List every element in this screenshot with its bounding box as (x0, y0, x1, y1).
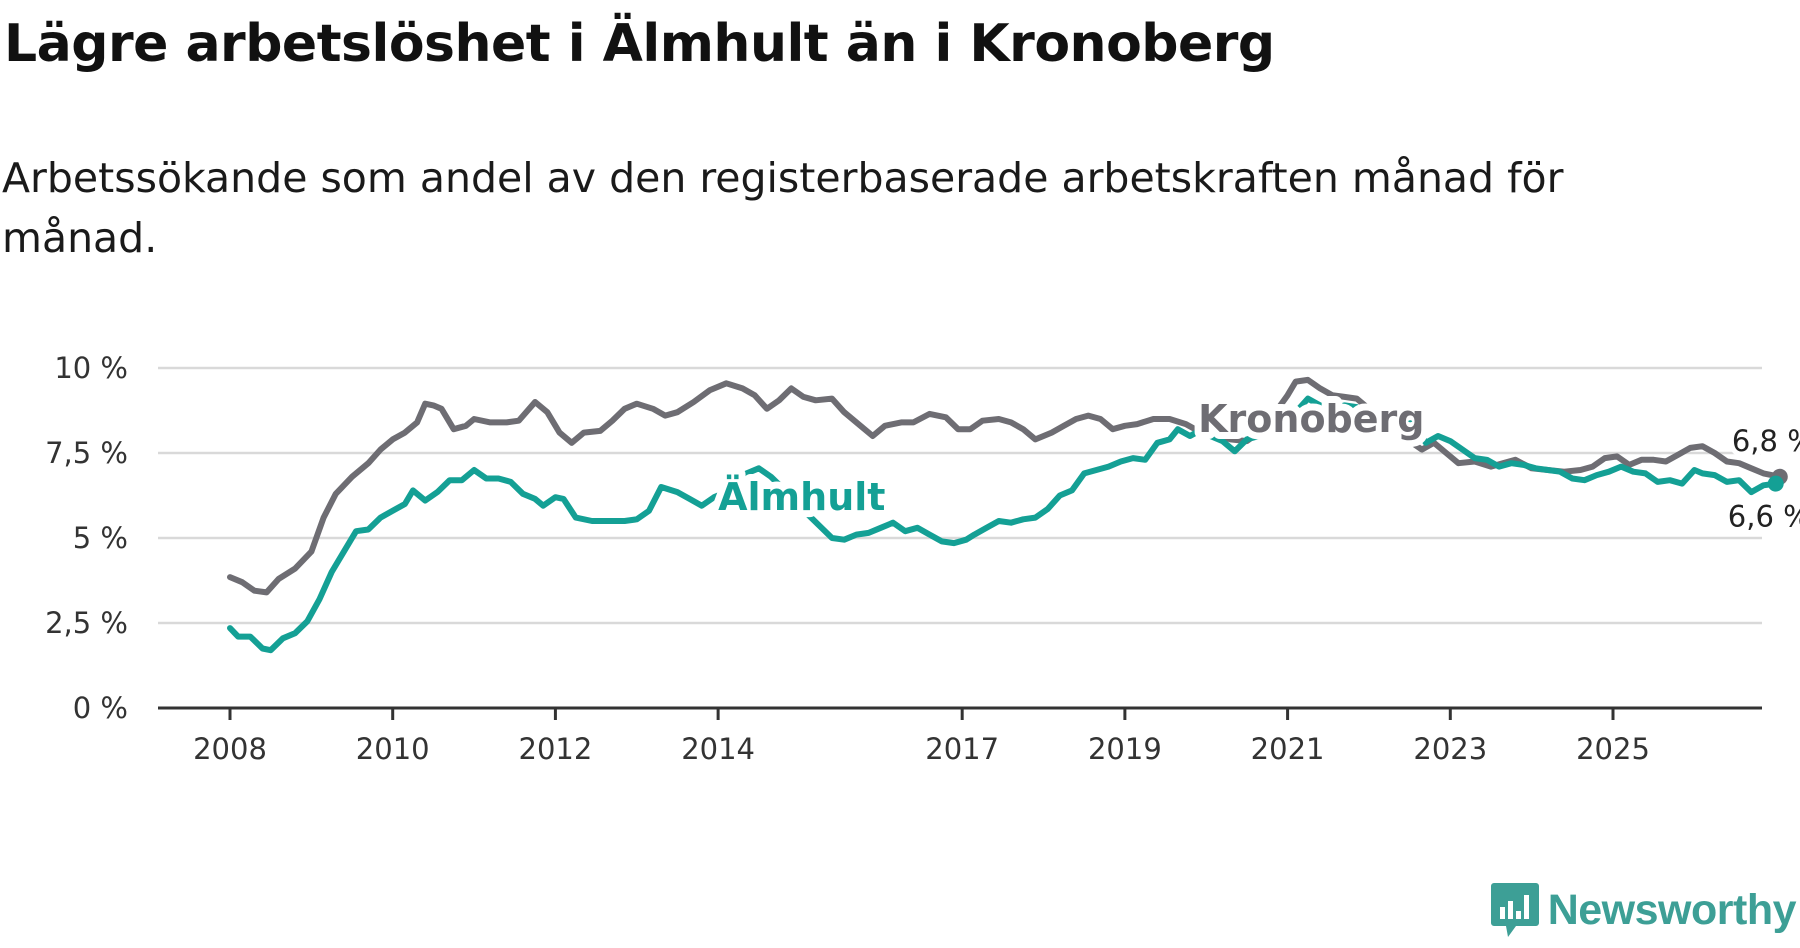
end-value-halo: 6,8 % (1732, 424, 1800, 458)
x-tick-label: 2017 (925, 732, 999, 766)
series-label-almhult: Älmhult (718, 475, 885, 519)
newsworthy-logo-icon (1490, 883, 1539, 937)
series-label-halo: Älmhult (718, 475, 885, 519)
y-tick-label: 5 % (73, 521, 128, 555)
series-endpoint (1767, 475, 1784, 492)
x-tick-label: 2014 (681, 732, 755, 766)
y-tick-label: 2,5 % (45, 606, 128, 640)
x-tick-label: 2012 (519, 732, 593, 766)
x-tick-label: 2010 (356, 732, 430, 766)
end-value-label: 6,8 % (1732, 424, 1800, 458)
x-tick-label: 2023 (1413, 732, 1487, 766)
end-value-halo: 6,6 % (1728, 500, 1800, 534)
x-tick-label: 2008 (193, 732, 267, 766)
y-tick-label: 0 % (73, 691, 128, 725)
y-tick-label: 10 % (54, 351, 128, 385)
gridlines (158, 366, 1762, 625)
y-tick-label: 7,5 % (45, 436, 128, 470)
x-tick-label: 2025 (1576, 732, 1650, 766)
series-label-halo: Kronoberg (1198, 397, 1424, 441)
y-axis-ticks: 0 % 2,5 % 5 % 7,5 % 10 % (45, 351, 128, 725)
x-tick-label: 2019 (1088, 732, 1162, 766)
newsworthy-logo: Newsworthy (1490, 874, 1797, 946)
series-line-kronoberg (227, 376, 1783, 596)
series-line-almhult (227, 395, 1779, 654)
logo-text: Newsworthy (1547, 885, 1797, 934)
series-label-kronoberg: Kronoberg (1198, 397, 1424, 441)
x-axis: 2008 2010 2012 2014 2017 2019 2021 2023 2025 (158, 706, 1762, 766)
chart-subtitle: Arbetssökande som andel av den registerb… (2, 154, 1564, 262)
chart-title: Lägre arbetslöshet i Älmhult än i Kronob… (4, 14, 1275, 74)
series-lines (227, 376, 1788, 654)
end-value-label: 6,6 % (1728, 500, 1800, 534)
x-tick-label: 2021 (1251, 732, 1325, 766)
